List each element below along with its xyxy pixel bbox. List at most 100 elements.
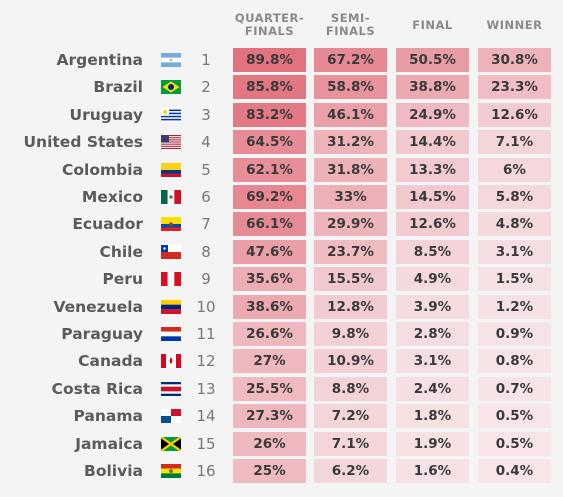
team-rank: 9 bbox=[201, 270, 211, 289]
costa-rica-flag-icon bbox=[161, 381, 181, 396]
probability-cell: 0.8% bbox=[478, 349, 551, 374]
team-rank: 13 bbox=[196, 379, 216, 398]
table-row: Venezuela 10 38.6% 12.8% 3.9% 1.2% bbox=[0, 294, 563, 321]
table-row: Peru 9 35.6% 15.5% 4.9% 1.5% bbox=[0, 266, 563, 293]
probability-cell: 2.8% bbox=[396, 322, 469, 346]
column-header: SEMI- FINALS bbox=[325, 11, 376, 38]
table-row: Chile 8 47.6% 23.7% 8.5% 3.1% bbox=[0, 239, 563, 266]
colombia-flag-icon bbox=[161, 162, 181, 177]
probability-cell: 4.8% bbox=[478, 212, 551, 237]
probability-cell: 33% bbox=[314, 185, 387, 209]
probability-cell: 1.2% bbox=[478, 294, 551, 319]
probability-cell: 2.4% bbox=[396, 376, 469, 401]
probability-cell: 0.5% bbox=[478, 431, 551, 456]
team-name: Brazil bbox=[93, 78, 143, 97]
team-name: Venezuela bbox=[53, 297, 143, 316]
probability-cell: 13.3% bbox=[396, 157, 469, 182]
team-rank: 5 bbox=[201, 160, 211, 179]
panama-flag-icon bbox=[161, 409, 181, 424]
table-row: Argentina 1 89.8% 67.2% 50.5% 30.8% bbox=[0, 47, 563, 74]
team-name: Mexico bbox=[81, 188, 143, 206]
team-name: Costa Rica bbox=[51, 379, 143, 398]
table-row: Colombia 5 62.1% 31.8% 13.3% 6% bbox=[0, 157, 563, 184]
probability-cell: 15.5% bbox=[314, 267, 387, 292]
probability-cell: 6.2% bbox=[314, 459, 387, 483]
team-name: Canada bbox=[78, 352, 143, 371]
team-rank: 12 bbox=[196, 352, 216, 371]
probability-cell: 27% bbox=[233, 349, 306, 374]
probability-cell: 23.7% bbox=[314, 239, 387, 264]
team-rank: 7 bbox=[201, 215, 211, 234]
probability-cell: 38.6% bbox=[233, 294, 306, 319]
canada-flag-icon bbox=[161, 354, 181, 369]
probability-cell: 27.3% bbox=[233, 404, 306, 429]
team-name: Panama bbox=[73, 407, 143, 426]
probability-cell: 4.9% bbox=[396, 267, 469, 292]
probability-cell: 64.5% bbox=[233, 130, 306, 155]
chile-flag-icon bbox=[161, 244, 181, 259]
probability-cell: 24.9% bbox=[396, 102, 469, 127]
table-row: Canada 12 27% 10.9% 3.1% 0.8% bbox=[0, 348, 563, 375]
probability-cell: 12.6% bbox=[396, 212, 469, 237]
probability-cell: 89.8% bbox=[233, 48, 306, 72]
probability-cell: 9.8% bbox=[314, 322, 387, 346]
table-row: Ecuador 7 66.1% 29.9% 12.6% 4.8% bbox=[0, 211, 563, 238]
paraguay-flag-icon bbox=[161, 327, 181, 341]
uruguay-flag-icon bbox=[161, 107, 181, 122]
probability-cell: 14.4% bbox=[396, 130, 469, 155]
probability-cell: 58.8% bbox=[314, 75, 387, 100]
probability-cell: 67.2% bbox=[314, 48, 387, 72]
probability-cell: 1.5% bbox=[478, 267, 551, 292]
team-rank: 2 bbox=[201, 78, 211, 97]
probability-cell: 0.7% bbox=[478, 376, 551, 401]
probability-cell: 3.9% bbox=[396, 294, 469, 319]
team-name: Uruguay bbox=[69, 105, 143, 124]
bolivia-flag-icon bbox=[161, 464, 181, 478]
jamaica-flag-icon bbox=[161, 436, 181, 451]
table-row: Paraguay 11 26.6% 9.8% 2.8% 0.9% bbox=[0, 321, 563, 348]
probability-cell: 0.9% bbox=[478, 322, 551, 346]
probability-cell: 3.1% bbox=[478, 239, 551, 264]
probability-cell: 85.8% bbox=[233, 75, 306, 100]
probability-cell: 62.1% bbox=[233, 157, 306, 182]
argentina-flag-icon bbox=[161, 53, 181, 67]
probability-cell: 23.3% bbox=[478, 75, 551, 100]
team-name: Jamaica bbox=[75, 434, 143, 453]
team-rank: 10 bbox=[196, 297, 216, 316]
team-name: Chile bbox=[99, 242, 143, 261]
probability-cell: 35.6% bbox=[233, 267, 306, 292]
team-name: Bolivia bbox=[84, 462, 143, 480]
probability-cell: 29.9% bbox=[314, 212, 387, 237]
probability-cell: 12.8% bbox=[314, 294, 387, 319]
table-row: United States 4 64.5% 31.2% 14.4% 7.1% bbox=[0, 129, 563, 156]
table-row: Panama 14 27.3% 7.2% 1.8% 0.5% bbox=[0, 403, 563, 430]
probability-cell: 12.6% bbox=[478, 102, 551, 127]
team-name: United States bbox=[23, 133, 143, 152]
table-row: Costa Rica 13 25.5% 8.8% 2.4% 0.7% bbox=[0, 376, 563, 403]
probability-cell: 3.1% bbox=[396, 349, 469, 374]
team-rank: 16 bbox=[196, 462, 216, 480]
probability-cell: 31.2% bbox=[314, 130, 387, 155]
team-name: Peru bbox=[102, 270, 143, 289]
probability-cell: 0.5% bbox=[478, 404, 551, 429]
probability-cell: 31.8% bbox=[314, 157, 387, 182]
venezuela-flag-icon bbox=[161, 299, 181, 314]
probability-cell: 1.9% bbox=[396, 431, 469, 456]
team-name: Argentina bbox=[56, 51, 144, 69]
probability-cell: 1.8% bbox=[396, 404, 469, 429]
table-row: Jamaica 15 26% 7.1% 1.9% 0.5% bbox=[0, 431, 563, 458]
team-rank: 11 bbox=[196, 325, 216, 343]
probability-cell: 26% bbox=[233, 431, 306, 456]
team-name: Ecuador bbox=[72, 215, 143, 234]
peru-flag-icon bbox=[161, 272, 181, 287]
probability-cell: 6% bbox=[478, 157, 551, 182]
team-rank: 14 bbox=[196, 407, 216, 426]
team-name: Paraguay bbox=[61, 325, 143, 343]
probability-cell: 83.2% bbox=[233, 102, 306, 127]
table-row: Mexico 6 69.2% 33% 14.5% 5.8% bbox=[0, 184, 563, 211]
probability-cell: 46.1% bbox=[314, 102, 387, 127]
probability-cell: 8.8% bbox=[314, 376, 387, 401]
probability-cell: 8.5% bbox=[396, 239, 469, 264]
table-row: Uruguay 3 83.2% 46.1% 24.9% 12.6% bbox=[0, 102, 563, 129]
